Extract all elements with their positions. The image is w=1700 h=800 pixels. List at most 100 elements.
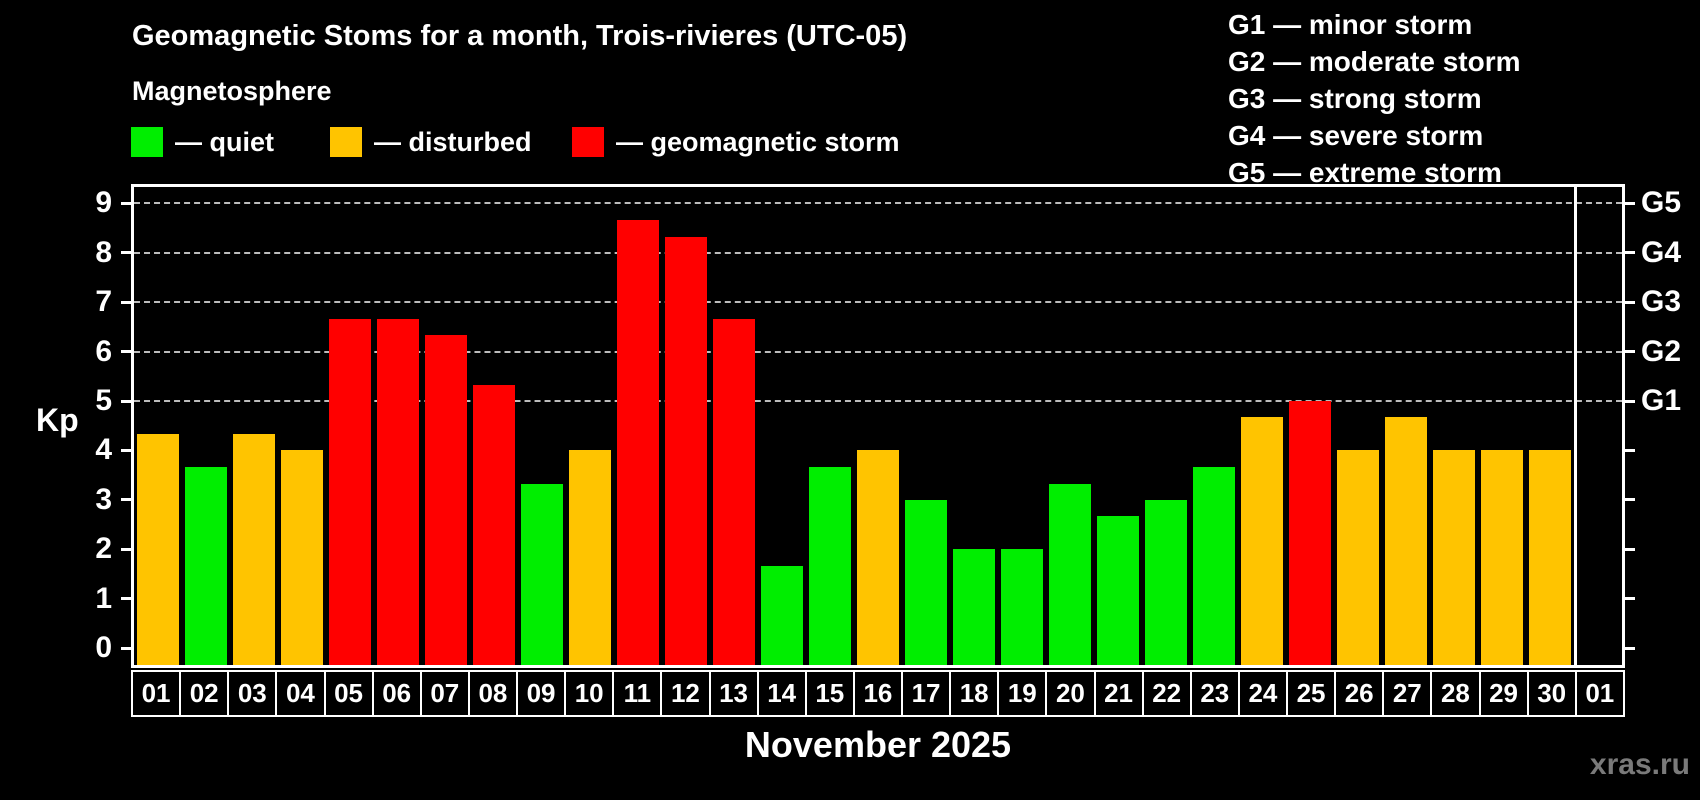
left-tick-9	[121, 202, 131, 205]
bar-day-19	[1001, 549, 1043, 665]
day-label-21: 21	[1093, 670, 1144, 717]
left-tick-7	[121, 301, 131, 304]
day-label-15: 15	[804, 670, 855, 717]
bar-day-11	[617, 219, 659, 665]
right-tick-1	[1625, 597, 1635, 600]
day-label-13: 13	[708, 670, 759, 717]
g-legend-line-g1: G1 — minor storm	[1228, 9, 1473, 40]
left-tick-1	[121, 597, 131, 600]
y-tick-label-6: 6	[95, 335, 112, 368]
bar-day-05	[329, 318, 371, 665]
right-tick-3	[1625, 498, 1635, 501]
g-legend-line-g4: G4 — severe storm	[1228, 120, 1484, 151]
right-axis-label-g2: G2	[1641, 335, 1682, 368]
month-boundary-line	[1574, 187, 1577, 665]
left-tick-8	[121, 251, 131, 254]
right-tick-8	[1625, 251, 1635, 254]
bar-day-20	[1049, 483, 1091, 665]
right-tick-6	[1625, 350, 1635, 353]
gridline-kp-5	[134, 400, 1622, 402]
day-label-17: 17	[901, 670, 952, 717]
bar-day-23	[1193, 466, 1235, 665]
bar-day-27	[1385, 417, 1427, 665]
left-tick-5	[121, 400, 131, 403]
bar-day-04	[281, 450, 323, 665]
day-label-05: 05	[323, 670, 374, 717]
legend-item-disturbed: — disturbed	[330, 126, 532, 158]
day-label-01-next-month: 01	[1574, 670, 1625, 717]
right-tick-4	[1625, 449, 1635, 452]
bar-day-17	[905, 499, 947, 665]
day-label-02: 02	[179, 670, 230, 717]
gridline-kp-6	[134, 350, 1622, 353]
day-label-11: 11	[612, 670, 663, 717]
day-label-18: 18	[949, 670, 1000, 717]
legend-label-storm: — geomagnetic storm	[616, 126, 900, 157]
bar-day-08	[473, 384, 515, 665]
left-tick-4	[121, 449, 131, 452]
bar-day-02	[185, 466, 227, 665]
legend-label-disturbed: — disturbed	[374, 126, 532, 157]
y-axis-label-kp: Kp	[36, 402, 79, 438]
bar-day-01	[137, 434, 179, 665]
right-axis-label-g1: G1	[1641, 384, 1682, 417]
bar-day-30	[1529, 450, 1571, 665]
left-tick-2	[121, 548, 131, 551]
legend-item-storm: — geomagnetic storm	[572, 126, 900, 158]
day-label-25: 25	[1286, 670, 1337, 717]
day-label-19: 19	[997, 670, 1048, 717]
day-label-26: 26	[1334, 670, 1385, 717]
watermark-xras: xras.ru	[1589, 748, 1690, 781]
bar-day-07	[425, 335, 467, 665]
chart-title: Geomagnetic Stoms for a month, Trois-riv…	[132, 20, 908, 52]
day-label-08: 08	[467, 670, 518, 717]
day-label-30: 30	[1526, 670, 1577, 717]
day-label-03: 03	[227, 670, 278, 717]
day-label-28: 28	[1430, 670, 1481, 717]
bar-day-29	[1481, 450, 1523, 665]
day-label-22: 22	[1141, 670, 1192, 717]
right-tick-7	[1625, 301, 1635, 304]
y-tick-label-1: 1	[95, 582, 112, 615]
day-label-16: 16	[852, 670, 903, 717]
bar-day-09	[521, 483, 563, 665]
day-label-01: 01	[131, 670, 182, 717]
plot-area	[131, 184, 1625, 668]
left-tick-0	[121, 647, 131, 650]
day-label-06: 06	[371, 670, 422, 717]
day-label-04: 04	[275, 670, 326, 717]
y-tick-label-7: 7	[95, 285, 112, 318]
quiet-color-swatch	[131, 127, 163, 157]
x-axis-day-row: 01 02 03 04 05 06 07 08 09 10 11 12 13 14 15 16 17 18 19 20…	[131, 670, 1625, 717]
storm-color-swatch	[572, 127, 604, 157]
day-label-20: 20	[1045, 670, 1096, 717]
right-axis-label-g3: G3	[1641, 285, 1682, 318]
day-label-12: 12	[660, 670, 711, 717]
day-label-09: 09	[516, 670, 567, 717]
bar-day-24	[1241, 417, 1283, 665]
left-tick-3	[121, 498, 131, 501]
y-tick-label-8: 8	[95, 236, 112, 269]
right-axis-label-g5: G5	[1641, 186, 1682, 219]
y-tick-label-3: 3	[95, 483, 112, 516]
y-tick-label-2: 2	[95, 532, 112, 565]
legend-label-quiet: — quiet	[175, 126, 274, 157]
bar-day-12	[665, 236, 707, 665]
bar-day-14	[761, 565, 803, 665]
bar-day-25	[1289, 401, 1331, 665]
y-tick-label-0: 0	[95, 631, 112, 664]
day-label-29: 29	[1478, 670, 1529, 717]
g-legend-line-g3: G3 — strong storm	[1228, 83, 1482, 114]
bar-day-15	[809, 466, 851, 665]
gridline-kp-8	[134, 251, 1622, 254]
bar-day-28	[1433, 450, 1475, 665]
left-tick-6	[121, 350, 131, 353]
day-label-27: 27	[1382, 670, 1433, 717]
bar-day-22	[1145, 499, 1187, 665]
bar-day-10	[569, 450, 611, 665]
day-label-23: 23	[1189, 670, 1240, 717]
disturbed-color-swatch	[330, 127, 362, 157]
bar-day-18	[953, 549, 995, 665]
gridline-kp-9	[134, 202, 1622, 205]
bar-day-13	[713, 318, 755, 665]
